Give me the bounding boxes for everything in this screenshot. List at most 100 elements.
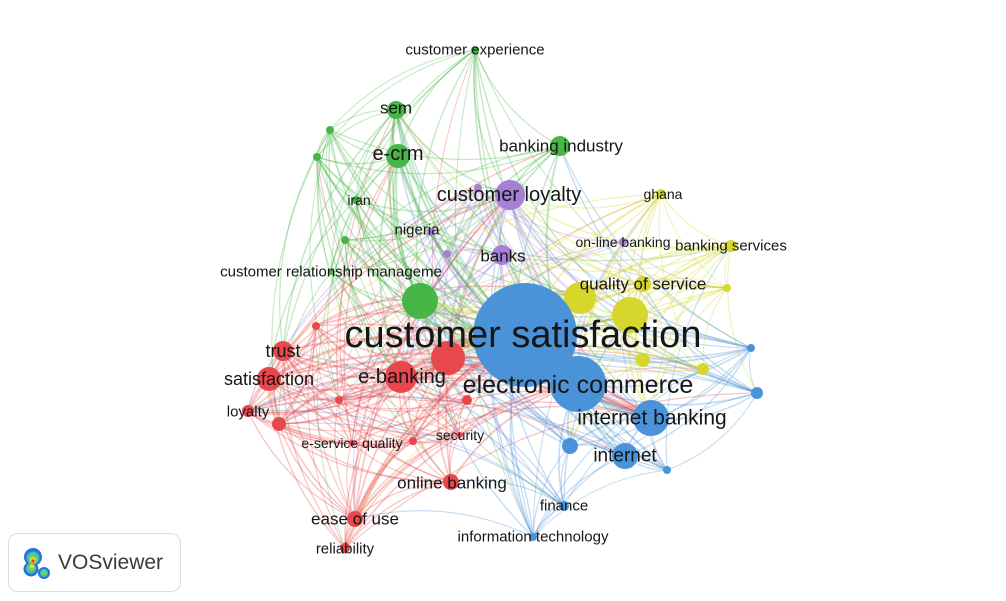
node-reliability[interactable] (340, 543, 350, 553)
node-customer-satisfaction[interactable] (473, 283, 577, 387)
node-unlabeled[interactable] (326, 126, 334, 134)
node-internet[interactable] (612, 443, 638, 469)
node-unlabeled[interactable] (697, 363, 709, 375)
node-unlabeled[interactable] (335, 396, 343, 404)
node-e-crm[interactable] (386, 144, 410, 168)
node-unlabeled[interactable] (341, 236, 349, 244)
label-e-crm[interactable]: e-crm (372, 143, 423, 165)
node-unlabeled[interactable] (272, 417, 286, 431)
label-information-technology[interactable]: information technology (458, 529, 609, 546)
label-banks[interactable]: banks (480, 247, 525, 266)
node-banking-services[interactable] (725, 240, 737, 252)
label-internet-banking[interactable]: internet banking (577, 407, 726, 430)
label-iran[interactable]: iran (347, 192, 370, 208)
label-banking-industry[interactable]: banking industry (499, 137, 623, 156)
label-electronic-commerce[interactable]: electronic commerce (463, 371, 694, 399)
label-finance[interactable]: finance (540, 498, 588, 515)
edge-link (316, 156, 402, 378)
label-sem[interactable]: sem (380, 99, 412, 118)
edge-link (247, 357, 449, 414)
node-layer (242, 46, 763, 553)
node-banking-industry[interactable] (550, 136, 570, 156)
node-nigeria[interactable] (427, 228, 435, 236)
node-unlabeled[interactable] (612, 297, 648, 333)
node-unlabeled[interactable] (723, 284, 731, 292)
node-sem[interactable] (387, 101, 405, 119)
node-unlabeled[interactable] (462, 395, 472, 405)
edge-link (622, 241, 728, 289)
node-unlabeled[interactable] (564, 282, 596, 314)
node-electronic-commerce[interactable] (550, 356, 606, 412)
edge-link (326, 239, 346, 401)
node-online-banking[interactable] (443, 474, 459, 490)
edge-link (268, 300, 421, 380)
label-loyalty[interactable]: loyalty (227, 404, 270, 421)
edge-link (354, 510, 534, 538)
node-on-line-banking[interactable] (619, 238, 627, 246)
label-nigeria[interactable]: nigeria (394, 222, 440, 239)
node-e-banking[interactable] (385, 361, 417, 393)
label-e-banking[interactable]: e-banking (358, 366, 446, 388)
label-reliability[interactable]: reliability (316, 541, 375, 558)
edge-link (702, 287, 728, 370)
label-ghana[interactable]: ghana (644, 186, 683, 202)
edge-link (282, 350, 452, 483)
label-internet[interactable]: internet (593, 446, 657, 467)
node-unlabeled[interactable] (402, 283, 438, 319)
node-customer-relationship-management[interactable] (328, 269, 334, 275)
label-ease-of-use[interactable]: ease of use (311, 510, 399, 529)
label-trust[interactable]: trust (265, 341, 300, 361)
label-on-line-banking[interactable]: on-line banking (576, 234, 671, 250)
edge-link (315, 325, 461, 436)
edge-link (316, 156, 421, 302)
label-banking-services[interactable]: banking services (675, 238, 787, 255)
label-customer-satisfaction[interactable]: customer satisfaction (345, 314, 702, 356)
edge-link (282, 350, 353, 444)
edge-link (317, 129, 332, 273)
node-unlabeled[interactable] (474, 184, 482, 192)
edge-link (532, 455, 626, 538)
label-customer-loyalty[interactable]: customer loyalty (437, 184, 582, 206)
node-internet-banking[interactable] (633, 400, 669, 436)
node-unlabeled[interactable] (431, 341, 465, 375)
label-e-service-quality[interactable]: e-service quality (301, 435, 402, 451)
node-security[interactable] (457, 432, 463, 438)
node-satisfaction[interactable] (257, 367, 281, 391)
label-customer-experience[interactable]: customer experience (405, 42, 544, 59)
edge-link (329, 129, 421, 302)
node-finance[interactable] (559, 501, 569, 511)
node-ghana[interactable] (656, 189, 666, 199)
node-unlabeled[interactable] (313, 153, 321, 161)
edge-link (330, 271, 449, 359)
node-e-service-quality[interactable] (349, 440, 355, 446)
node-unlabeled[interactable] (751, 387, 763, 399)
node-quality-of-service[interactable] (635, 276, 651, 292)
edge-link (532, 445, 571, 538)
node-unlabeled[interactable] (409, 437, 417, 445)
edge-link (247, 325, 317, 412)
node-customer-experience[interactable] (471, 46, 479, 54)
edge-link (412, 434, 461, 444)
node-unlabeled[interactable] (636, 353, 650, 367)
node-information-technology[interactable] (529, 533, 537, 541)
label-satisfaction[interactable]: satisfaction (224, 369, 314, 389)
node-ease-of-use[interactable] (347, 511, 363, 527)
node-unlabeled[interactable] (747, 344, 755, 352)
label-online-banking[interactable]: online banking (397, 474, 507, 493)
node-customer-loyalty[interactable] (495, 180, 525, 210)
node-banks[interactable] (492, 245, 512, 265)
label-quality-of-service[interactable]: quality of service (580, 275, 707, 294)
node-unlabeled[interactable] (663, 466, 671, 474)
edge-link (338, 241, 624, 401)
edge-link (642, 277, 728, 289)
node-unlabeled[interactable] (443, 250, 451, 258)
node-iran[interactable] (352, 196, 360, 204)
edge-link (247, 376, 402, 414)
node-unlabeled[interactable] (312, 322, 320, 330)
node-unlabeled[interactable] (562, 438, 578, 454)
label-customer-relationship-management[interactable]: customer relationship manageme (220, 264, 442, 281)
node-trust[interactable] (273, 341, 293, 361)
node-loyalty[interactable] (242, 405, 254, 417)
label-security[interactable]: security (436, 427, 484, 443)
edge-link (338, 399, 468, 413)
